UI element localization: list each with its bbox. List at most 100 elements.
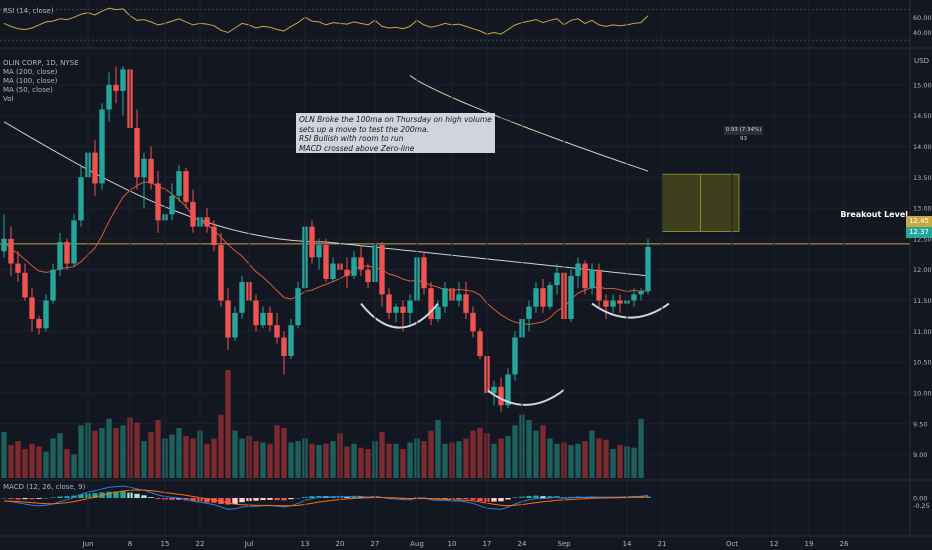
macd-title: MACD (12, 26, close, 9) [3,483,86,491]
volume-bar [99,427,105,478]
candle-body [470,312,476,332]
price-tick-label: 14.00 [913,143,932,151]
candle-body [645,246,651,292]
time-tick-label: 26 [840,540,849,548]
macd-histogram-bar [512,497,518,498]
volume-bar [505,435,511,478]
macd-histogram-bar [540,496,546,498]
volume-bar [106,418,112,478]
candle-body [148,158,154,184]
candle-body [540,288,546,307]
candle-body [92,152,98,184]
macd-histogram-bar [589,496,595,498]
volume-bar [477,427,483,478]
annotation-line: RSI Bullish with room to run [299,134,404,144]
macd-histogram-bar [309,496,315,498]
volume-bar [428,430,434,478]
macd-histogram-bar [358,496,364,498]
volume-bar [57,433,63,478]
macd-histogram-bar [120,491,126,498]
macd-histogram-bar [435,498,441,499]
volume-bar [638,418,644,478]
volume-bar [351,443,357,478]
annotation-note: OLN Broke the 100ma on Thursday on high … [296,113,516,153]
volume-bar [533,430,539,478]
macd-tick-label: 0.00 [913,495,927,503]
candle-body [36,319,42,329]
macd-histogram-bar [253,498,259,501]
macd-histogram-bar [260,498,266,501]
macd-histogram-bar [71,495,77,498]
volume-bar [309,443,315,478]
ma200-label: MA (200, close) [3,68,58,76]
macd-histogram-bar [8,498,14,499]
volume-bar [288,442,294,478]
volume-bar [407,442,413,478]
volume-bar [610,449,616,478]
volume-bar [365,449,371,478]
price-tick-label: 13.50 [913,174,932,182]
macd-histogram-bar [113,491,119,498]
volume-bar [435,420,441,478]
macd-histogram-bar [43,498,49,499]
price-tick-label: 15.00 [913,81,932,89]
time-tick-label: 24 [518,540,527,548]
candle-body [232,312,238,338]
volume-bar [330,441,336,478]
signal-line [3,489,649,507]
macd-histogram-bar [505,498,511,500]
candle-body [428,288,434,320]
volume-bar [596,438,602,478]
breakout-label: Breakout Level [840,210,908,219]
macd-histogram-bar [78,494,84,498]
candle-body [323,245,329,279]
candle-body [393,306,399,313]
macd-histogram-bar [50,497,56,498]
macd-histogram-bar [267,498,273,500]
candle-body [638,291,644,295]
volume-bar [589,430,595,478]
price-pane [0,66,910,478]
candle-body [456,294,462,301]
time-tick-label: Jun [82,540,94,548]
last-price-tag: 12.37 [906,227,932,238]
volume-bar [141,441,147,478]
candle-body [169,195,175,215]
candle-body [253,300,259,326]
time-tick-label: 13 [301,540,310,548]
volume-bar [29,443,35,478]
volume-bar [239,438,245,478]
volume-bar [211,438,217,478]
macd-histogram-bar [169,498,175,500]
candle-body [50,269,56,301]
time-tick-label: 20 [336,540,345,548]
candle-body [183,171,189,202]
volume-bar [547,438,553,478]
candle-body [365,269,371,283]
candle-body [568,275,574,320]
candle-body [260,312,266,326]
macd-histogram-bar [498,498,504,502]
macd-histogram-bar [274,498,280,501]
macd-histogram-bar [148,497,154,498]
macd-histogram-bar [134,493,140,498]
price-tick-label: 9.00 [913,451,927,459]
candle-body [582,263,588,289]
volume-bar [582,441,588,478]
volume-bar [134,422,140,478]
volume-bar [568,445,574,478]
candle-body [190,201,196,227]
candle-body [575,263,581,276]
volume-bar [43,451,49,478]
volume-bar [120,425,126,478]
pattern-curve [486,389,565,406]
volume-bar [190,438,196,478]
candle-body [533,288,539,307]
volume-label: Vol [3,95,14,103]
macd-histogram-bar [533,495,539,498]
rsi-pane [0,7,910,41]
candle-body [589,269,595,289]
volume-bar [15,441,21,478]
candle-body [15,263,21,273]
volume-bar [295,441,301,478]
